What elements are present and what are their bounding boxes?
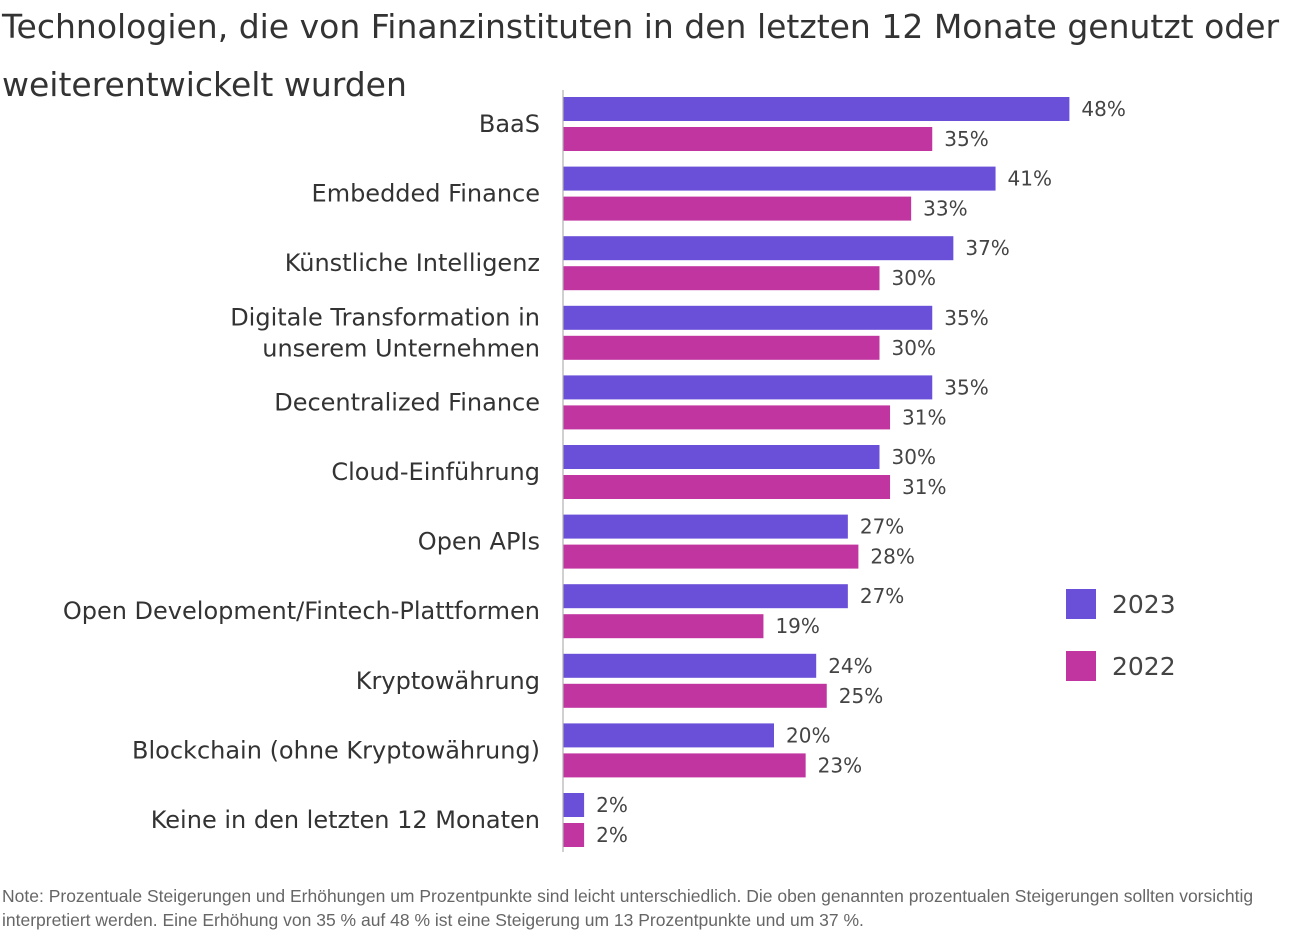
bars-layer: 48% 35% 41% 33% 37% 30% 35% 30% 35% 31% 30% 31% 27% 2… bbox=[562, 90, 1126, 852]
bar-2022-6 bbox=[563, 544, 859, 569]
legend-label-2023: 2023 bbox=[1112, 590, 1176, 619]
legend-swatch-2022 bbox=[1066, 651, 1096, 681]
bar-2022-4 bbox=[563, 405, 891, 430]
category-label-2: Künstliche Intelligenz bbox=[285, 249, 540, 277]
data-label-2023-2: 37% bbox=[965, 236, 1009, 260]
bar-2023-2 bbox=[563, 236, 954, 261]
bar-2022-3 bbox=[563, 335, 880, 360]
legend-label-2022: 2022 bbox=[1112, 652, 1176, 681]
data-label-2023-9: 20% bbox=[786, 723, 830, 747]
data-label-2023-3: 35% bbox=[944, 306, 988, 330]
bar-2022-1 bbox=[563, 196, 912, 221]
bar-2023-9 bbox=[563, 723, 774, 748]
bar-2023-6 bbox=[563, 514, 848, 539]
data-label-2022-5: 31% bbox=[902, 475, 946, 499]
bar-2022-5 bbox=[563, 475, 891, 499]
category-label-9: Blockchain (ohne Kryptowährung) bbox=[132, 736, 540, 764]
category-label-4: Decentralized Finance bbox=[274, 388, 540, 416]
data-label-2022-1: 33% bbox=[923, 197, 967, 221]
category-label-3-line-0: Digitale Transformation in bbox=[230, 303, 540, 331]
data-label-2022-2: 30% bbox=[892, 266, 936, 290]
footnote: Note: Prozentuale Steigerungen und Erhöh… bbox=[2, 886, 1254, 930]
data-label-2023-6: 27% bbox=[860, 515, 904, 539]
bar-2022-0 bbox=[563, 127, 933, 151]
category-label-1: Embedded Finance bbox=[312, 180, 540, 208]
data-label-2023-4: 35% bbox=[944, 375, 988, 399]
bar-2022-2 bbox=[563, 266, 880, 291]
bar-2023-0 bbox=[563, 97, 1070, 121]
data-label-2022-8: 25% bbox=[839, 684, 883, 708]
bar-chart: 48% 35% 41% 33% 37% 30% 35% 30% 35% 31% 30% 31% 27% 2… bbox=[63, 90, 1176, 852]
category-label-8: Kryptowährung bbox=[356, 667, 540, 695]
bar-2023-5 bbox=[563, 445, 880, 469]
data-label-2023-8: 24% bbox=[828, 654, 872, 678]
data-label-2022-10: 2% bbox=[596, 823, 628, 847]
category-label-10: Keine in den letzten 12 Monaten bbox=[151, 806, 540, 834]
category-label-5: Cloud-Einführung bbox=[331, 458, 540, 486]
bar-2023-8 bbox=[563, 653, 817, 678]
data-label-2022-9: 23% bbox=[818, 753, 862, 777]
data-label-2022-3: 30% bbox=[892, 336, 936, 360]
data-label-2023-0: 48% bbox=[1081, 97, 1125, 121]
bar-2023-7 bbox=[563, 584, 848, 609]
category-label-7: Open Development/Fintech-Plattformen bbox=[63, 597, 540, 625]
bar-2022-9 bbox=[563, 753, 806, 778]
bar-2023-4 bbox=[563, 375, 933, 400]
category-label-3-line-1: unserem Unternehmen bbox=[262, 334, 540, 362]
legend: 2023 2022 bbox=[1066, 589, 1176, 681]
category-labels-layer: BaaS Embedded Finance Künstliche Intellige… bbox=[63, 110, 540, 834]
legend-swatch-2023 bbox=[1066, 589, 1096, 619]
bar-2022-10 bbox=[563, 823, 585, 847]
bar-2023-1 bbox=[563, 166, 996, 191]
bar-2023-3 bbox=[563, 305, 933, 330]
data-label-2022-0: 35% bbox=[944, 127, 988, 151]
data-label-2023-5: 30% bbox=[892, 445, 936, 469]
chart-title: Technologien, die von Finanzinstituten i… bbox=[2, 7, 1280, 104]
data-label-2022-7: 19% bbox=[775, 614, 819, 638]
bar-2023-10 bbox=[563, 793, 585, 817]
data-label-2023-10: 2% bbox=[596, 793, 628, 817]
category-label-6: Open APIs bbox=[418, 528, 540, 556]
bar-2022-7 bbox=[563, 614, 764, 639]
data-label-2023-1: 41% bbox=[1008, 167, 1052, 191]
data-label-2022-6: 28% bbox=[870, 545, 914, 569]
data-label-2023-7: 27% bbox=[860, 584, 904, 608]
category-label-0: BaaS bbox=[479, 110, 540, 138]
bar-2022-8 bbox=[563, 683, 827, 708]
data-label-2022-4: 31% bbox=[902, 405, 946, 429]
